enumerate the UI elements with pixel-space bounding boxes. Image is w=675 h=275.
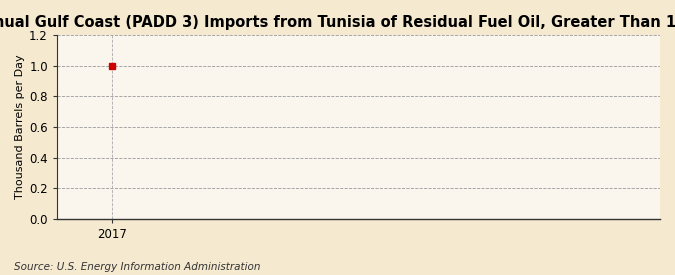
Title: Annual Gulf Coast (PADD 3) Imports from Tunisia of Residual Fuel Oil, Greater Th: Annual Gulf Coast (PADD 3) Imports from … xyxy=(0,15,675,30)
Y-axis label: Thousand Barrels per Day: Thousand Barrels per Day xyxy=(15,55,25,199)
Text: Source: U.S. Energy Information Administration: Source: U.S. Energy Information Administ… xyxy=(14,262,260,272)
